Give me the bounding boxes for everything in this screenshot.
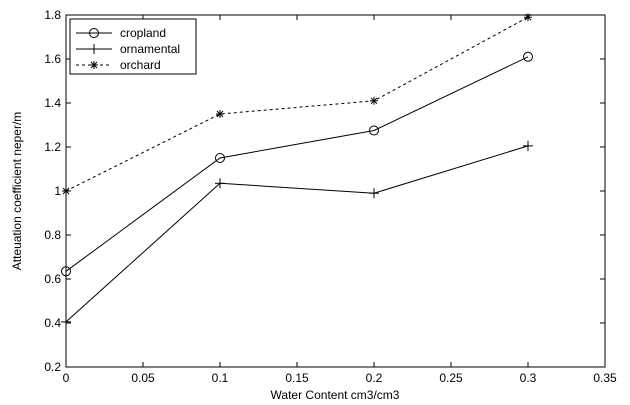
data-point-ornamental bbox=[369, 188, 379, 199]
star-marker-d2 bbox=[62, 187, 70, 195]
x-tick-label: 0.3 bbox=[520, 371, 537, 385]
circle-marker-shape bbox=[61, 266, 71, 277]
data-point-orchard bbox=[370, 96, 378, 105]
y-tick-label: 0.2 bbox=[44, 360, 61, 374]
legend-marker-cropland bbox=[89, 28, 99, 38]
circle-marker-shape bbox=[523, 51, 533, 62]
x-tick-label: 0.1 bbox=[212, 371, 229, 385]
series-line-ornamental bbox=[65, 145, 529, 323]
legend-label-ornamental: ornamental bbox=[120, 42, 180, 56]
data-point-ornamental bbox=[215, 178, 225, 189]
data-point-orchard bbox=[524, 13, 532, 22]
circle-marker-shape bbox=[215, 153, 225, 163]
y-tick-label: 1.6 bbox=[44, 52, 61, 66]
y-tick-label: 0.4 bbox=[44, 316, 61, 330]
legend-label-orchard: orchard bbox=[120, 58, 161, 72]
circle-marker-shape bbox=[89, 28, 99, 38]
circle-marker-shape bbox=[369, 125, 379, 136]
y-tick-label: 1 bbox=[54, 184, 61, 198]
series-layer bbox=[61, 13, 533, 327]
x-tick-label: 0.2 bbox=[366, 371, 383, 385]
legend-marker-ornamental bbox=[89, 44, 99, 54]
star-marker-d2 bbox=[90, 61, 98, 69]
legend-marker-orchard bbox=[90, 61, 98, 69]
x-axis-label: Water Content cm3/cm3 bbox=[271, 388, 400, 402]
series-ornamental bbox=[61, 140, 533, 327]
data-point-ornamental bbox=[61, 316, 71, 327]
series-line-cropland bbox=[65, 56, 529, 272]
star-marker-d2 bbox=[524, 13, 532, 21]
data-point-orchard bbox=[62, 187, 70, 195]
star-marker-d2 bbox=[370, 97, 378, 105]
y-axis-ticks: 0.2 0.4 0.6 0.8 1 1.2 1.4 1.6 1.8 bbox=[44, 8, 605, 374]
legend-item-orchard: orchard bbox=[76, 58, 161, 72]
x-tick-label: 0.15 bbox=[285, 371, 309, 385]
y-tick-label: 0.8 bbox=[44, 228, 61, 242]
legend-items: cropland ornamental orchard bbox=[76, 26, 180, 72]
series-line-orchard bbox=[65, 16, 529, 192]
x-tick-label: 0 bbox=[63, 371, 70, 385]
data-point-cropland bbox=[369, 125, 379, 136]
data-point-ornamental bbox=[523, 140, 533, 151]
x-tick-label: 0.25 bbox=[439, 371, 463, 385]
y-tick-label: 0.6 bbox=[44, 272, 61, 286]
y-tick-label: 1.2 bbox=[44, 140, 61, 154]
data-point-cropland bbox=[61, 266, 71, 277]
x-tick-label: 0.05 bbox=[131, 371, 155, 385]
x-axis-ticks: 0 0.05 0.1 0.15 0.2 0.25 0.3 0.35 bbox=[63, 15, 617, 385]
legend: cropland ornamental orchard bbox=[69, 18, 197, 75]
legend-label-cropland: cropland bbox=[120, 26, 166, 40]
y-axis-label: Atteuation coefficient neper/m bbox=[10, 112, 24, 271]
legend-item-cropland: cropland bbox=[76, 26, 166, 40]
x-tick-label: 0.35 bbox=[593, 371, 617, 385]
data-point-cropland bbox=[523, 51, 533, 62]
legend-item-ornamental: ornamental bbox=[76, 42, 180, 56]
y-tick-label: 1.4 bbox=[44, 96, 61, 110]
series-cropland bbox=[61, 51, 533, 277]
data-point-orchard bbox=[216, 110, 224, 118]
y-tick-label: 1.8 bbox=[44, 8, 61, 22]
series-orchard bbox=[62, 13, 532, 195]
data-point-cropland bbox=[215, 153, 225, 163]
star-marker-d2 bbox=[216, 110, 224, 118]
